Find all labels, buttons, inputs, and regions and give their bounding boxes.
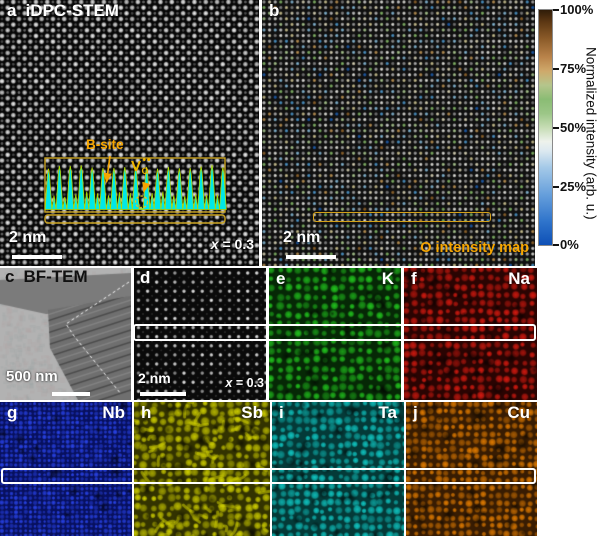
panel-c-tag: c xyxy=(5,268,15,286)
colorbar-tick xyxy=(553,127,559,129)
panel-b-tag: b xyxy=(269,1,280,20)
colorbar-tick xyxy=(553,68,559,70)
panel-i-element: Ta xyxy=(378,403,397,422)
idpc-stem-lattice-image xyxy=(0,0,259,266)
panel-a-title: iDPC-STEM xyxy=(25,1,119,20)
bf-tem-image xyxy=(0,268,131,400)
panel-c-scalebar xyxy=(52,392,90,396)
vacancy-subscript: O xyxy=(141,166,149,176)
colorbar-tick xyxy=(553,186,559,188)
panel-f-na-map: f Na xyxy=(404,268,537,400)
panel-c-label: c BF-TEM xyxy=(5,268,88,287)
panel-b-o-intensity-map: b 2 nm O intensity map xyxy=(262,0,535,266)
colorbar-title: Normalized intensity (arb. u.) xyxy=(583,46,599,220)
panel-h-label: h xyxy=(141,403,152,422)
panel-a-idpc-stem: a iDPC-STEM B-site VO•• 2 nm x = 0.3 xyxy=(0,0,259,266)
vacancy-arrow xyxy=(142,181,151,193)
colorbar-tick-label: 100% xyxy=(560,2,594,17)
panel-e-element: K xyxy=(381,269,394,288)
vacancy-circle xyxy=(134,195,149,209)
stem-lattice-image xyxy=(134,268,266,400)
colorbar-tick-label: 25% xyxy=(560,179,587,194)
b-site-label: B-site xyxy=(86,137,124,152)
panel-a-scalebar-label: 2 nm xyxy=(9,229,47,246)
panel-b-caption: O intensity map xyxy=(420,240,529,256)
panel-d-composition: x = 0.3 xyxy=(225,376,264,390)
colorbar-tick-label: 50% xyxy=(560,120,587,135)
highlight-band-row2 xyxy=(1,468,536,484)
panel-d-scalebar xyxy=(140,392,186,396)
panel-g-label: g xyxy=(7,403,18,422)
k-eds-map-image xyxy=(269,268,401,400)
panel-i-label: i xyxy=(279,403,284,422)
panel-d-tag: d xyxy=(140,268,151,287)
o-intensity-map-image xyxy=(262,0,535,266)
panel-j-element: Cu xyxy=(507,403,530,422)
panel-e-label: e xyxy=(276,269,286,288)
panel-g-element: Nb xyxy=(102,403,125,422)
panel-d-stem: d 2 nm x = 0.3 xyxy=(134,268,266,400)
colorbar-tick xyxy=(553,244,559,246)
profiled-row-box xyxy=(44,214,226,224)
colorbar-gradient xyxy=(538,9,553,246)
panel-a-scalebar xyxy=(12,255,62,259)
colorbar-tick-label: 0% xyxy=(560,237,579,252)
panel-c-scalebar-label: 500 nm xyxy=(6,368,58,385)
panel-a-annotations xyxy=(44,155,227,224)
highlight-band-row1 xyxy=(133,324,536,341)
panel-b-scalebar xyxy=(286,255,336,259)
oxygen-intensity-profile xyxy=(44,164,227,210)
oxygen-vacancy-label: VO•• xyxy=(131,155,158,176)
highlighted-row-box xyxy=(313,212,491,222)
panel-f-label: f xyxy=(411,269,417,288)
panel-h-element: Sb xyxy=(241,403,263,422)
vacancy-symbol: V xyxy=(131,158,142,175)
panel-c-title: BF-TEM xyxy=(23,268,88,286)
panel-b-scalebar-label: 2 nm xyxy=(283,229,321,246)
panel-a-composition: x = 0.3 xyxy=(210,236,254,252)
panel-f-element: Na xyxy=(508,269,530,288)
na-eds-map-image xyxy=(404,268,537,400)
panel-d-scalebar-label: 2 nm xyxy=(138,370,171,386)
panel-j-label: j xyxy=(413,403,418,422)
panel-c-bf-tem: c BF-TEM 500 nm xyxy=(0,268,131,400)
panel-a-tag: a xyxy=(7,1,17,20)
b-site-arrow xyxy=(103,155,112,184)
colorbar-tick-label: 75% xyxy=(560,61,587,76)
panel-b-label: b xyxy=(269,1,280,21)
panel-a-label: a iDPC-STEM xyxy=(7,1,119,21)
vacancy-dots: •• xyxy=(142,155,152,166)
colorbar-tick xyxy=(553,9,559,11)
panel-e-k-map: e K xyxy=(269,268,401,400)
panel-d-label: d xyxy=(140,268,151,288)
